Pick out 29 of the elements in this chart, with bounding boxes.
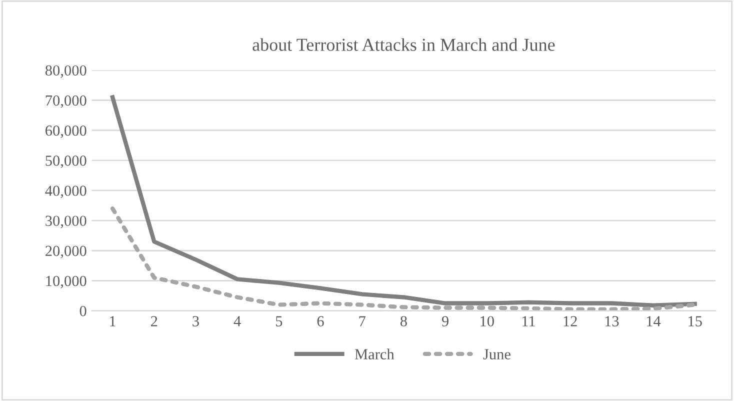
y-tick-label: 10,000 [46,276,86,288]
legend-label: March [354,348,394,360]
line-series [110,95,697,308]
y-tick-label: 30,000 [46,216,86,228]
x-tick-label: 1 [110,316,116,326]
y-tick-label: 0 [80,306,86,316]
legend-label: June [483,349,510,360]
x-tick-label: 11 [522,316,535,326]
x-tick-label: 10 [480,316,494,326]
line-series [110,206,697,311]
x-tick-label: 15 [688,316,702,326]
x-tick-label: 5 [276,316,282,326]
x-tick-label: 6 [317,316,324,326]
x-tick-label: 7 [359,316,366,326]
chart-title: about Terrorist Attacks in March and June [252,38,555,51]
y-tick-label: 20,000 [46,246,86,258]
y-tick-label: 70,000 [46,95,86,108]
x-tick-label: 3 [192,316,199,326]
x-tick-label: 4 [234,316,241,326]
y-tick-label: 40,000 [45,186,86,198]
x-tick-label: 9 [442,316,448,326]
x-tick-label: 13 [605,316,619,326]
y-tick-label: 60,000 [46,125,86,138]
x-tick-label: 12 [564,316,577,326]
y-tick-label: 50,000 [46,156,86,168]
x-tick-label: 14 [646,316,661,326]
x-tick-label: 2 [150,316,158,326]
y-tick-label: 80,000 [45,65,86,78]
x-tick-label: 8 [400,316,407,326]
